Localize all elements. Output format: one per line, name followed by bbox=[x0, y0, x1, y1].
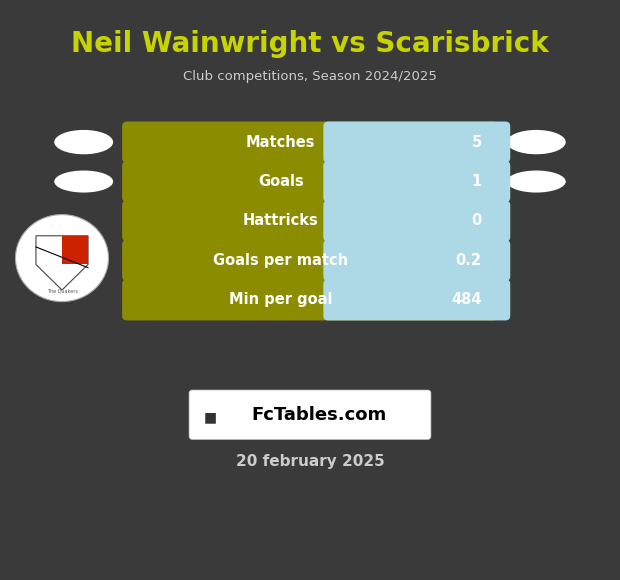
Text: Goals per match: Goals per match bbox=[213, 253, 348, 268]
FancyBboxPatch shape bbox=[122, 161, 498, 202]
Text: Club competitions, Season 2024/2025: Club competitions, Season 2024/2025 bbox=[183, 70, 437, 83]
Text: 20 february 2025: 20 february 2025 bbox=[236, 454, 384, 469]
Text: 0.2: 0.2 bbox=[456, 253, 482, 268]
FancyBboxPatch shape bbox=[122, 200, 498, 241]
Text: ■: ■ bbox=[204, 411, 218, 425]
Text: Hattricks: Hattricks bbox=[243, 213, 319, 229]
Text: The Quakers: The Quakers bbox=[46, 288, 78, 293]
Ellipse shape bbox=[507, 130, 565, 154]
FancyBboxPatch shape bbox=[324, 280, 510, 321]
Text: 5: 5 bbox=[471, 135, 482, 150]
Text: FcTables.com: FcTables.com bbox=[252, 405, 387, 424]
FancyBboxPatch shape bbox=[324, 240, 510, 281]
Polygon shape bbox=[36, 235, 88, 290]
Ellipse shape bbox=[507, 171, 565, 193]
FancyBboxPatch shape bbox=[324, 200, 510, 241]
Text: 484: 484 bbox=[451, 292, 482, 307]
Text: Goals: Goals bbox=[258, 174, 304, 189]
FancyBboxPatch shape bbox=[324, 122, 510, 162]
Polygon shape bbox=[62, 235, 88, 264]
Text: Neil Wainwright vs Scarisbrick: Neil Wainwright vs Scarisbrick bbox=[71, 30, 549, 57]
Ellipse shape bbox=[55, 171, 113, 193]
FancyBboxPatch shape bbox=[324, 161, 510, 202]
Text: 1: 1 bbox=[471, 174, 482, 189]
Ellipse shape bbox=[55, 130, 113, 154]
FancyBboxPatch shape bbox=[189, 390, 431, 440]
Text: Matches: Matches bbox=[246, 135, 316, 150]
FancyBboxPatch shape bbox=[122, 240, 498, 281]
Circle shape bbox=[16, 215, 108, 302]
Text: Min per goal: Min per goal bbox=[229, 292, 332, 307]
Text: 0: 0 bbox=[471, 213, 482, 229]
FancyBboxPatch shape bbox=[122, 122, 498, 162]
FancyBboxPatch shape bbox=[122, 280, 498, 321]
